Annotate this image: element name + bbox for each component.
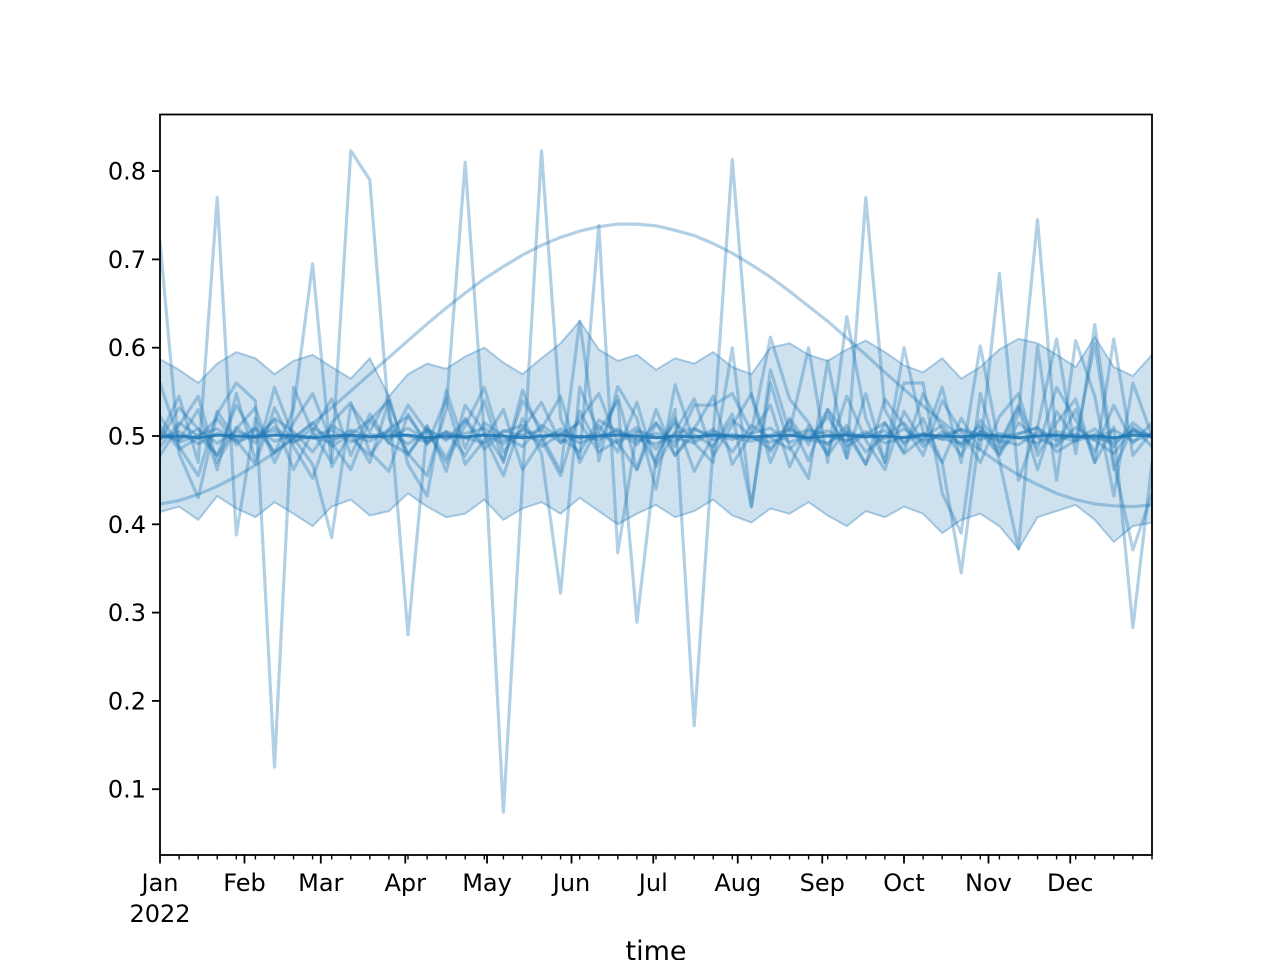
series-ensemble-mean <box>160 433 1152 440</box>
uncertainty-band <box>160 319 1152 551</box>
x-tick-label-month: Sep <box>800 869 845 897</box>
y-tick-label: 0.5 <box>108 423 146 451</box>
series-volatile-3 <box>160 319 1152 551</box>
series-calm-5 <box>160 416 1152 456</box>
series-calm-4 <box>160 415 1152 457</box>
y-tick-label: 0.2 <box>108 687 146 715</box>
y-axis: 0.1 0.2 0.3 0.4 0.5 0.6 0.7 0.8 <box>108 158 160 804</box>
y-tick-label: 0.4 <box>108 511 146 539</box>
y-tick-label: 0.6 <box>108 334 146 362</box>
x-tick-label-month: Dec <box>1047 869 1093 897</box>
series-volatile-2 <box>160 149 1152 814</box>
x-tick-label-month: Apr <box>385 869 427 897</box>
x-tick-label-month: Nov <box>965 869 1012 897</box>
series-seasonal <box>160 222 1152 509</box>
x-tick-label-month: Aug <box>714 869 761 897</box>
x-tick-label-month: Feb <box>223 869 266 897</box>
x-tick-label-month: Mar <box>298 869 343 897</box>
series-medium-3 <box>160 335 1152 472</box>
series-medium-1 <box>160 337 1152 473</box>
y-tick-label: 0.7 <box>108 246 146 274</box>
x-axis: Jan 2022 Feb Mar Apr May Jun Jul Aug Sep Oct Nov Dec <box>129 855 1153 928</box>
x-axis-label: time <box>625 936 687 960</box>
x-tick-label-year: 2022 <box>129 900 190 928</box>
y-tick-label: 0.1 <box>108 776 146 804</box>
x-tick-label-month: Oct <box>883 869 925 897</box>
y-tick-label: 0.8 <box>108 158 146 186</box>
x-tick-label-month: Jun <box>551 869 591 897</box>
y-tick-label: 0.3 <box>108 599 146 627</box>
x-tick-label-month: Jan <box>140 869 179 897</box>
x-tick-label-month: May <box>462 869 512 897</box>
x-tick-label-month: Jul <box>637 869 668 897</box>
series-medium-2 <box>160 341 1152 480</box>
series-calm-2 <box>160 426 1152 446</box>
plot-area <box>160 149 1152 814</box>
